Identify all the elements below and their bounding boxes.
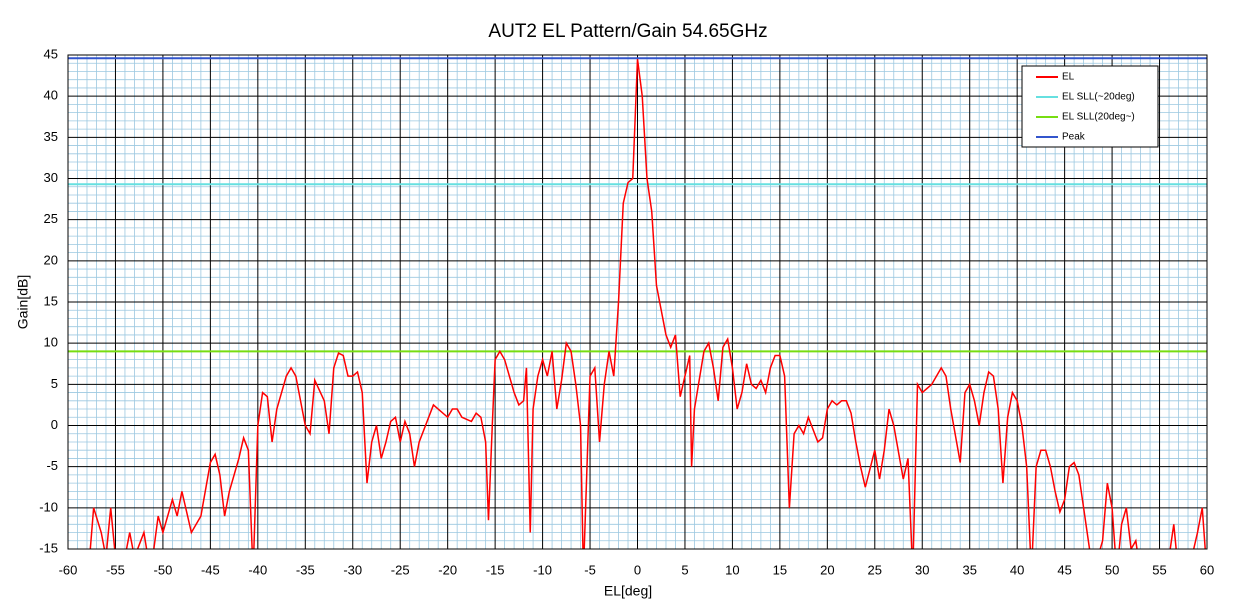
y-tick-label: 45 xyxy=(44,46,58,61)
y-tick-label: 20 xyxy=(44,252,58,267)
x-tick-label: 5 xyxy=(681,562,688,577)
chart-title: AUT2 EL Pattern/Gain 54.65GHz xyxy=(488,21,767,42)
y-tick-label: 10 xyxy=(44,335,58,350)
x-tick-label: 10 xyxy=(725,562,739,577)
x-tick-label: -10 xyxy=(533,562,552,577)
x-tick-label: -30 xyxy=(343,562,362,577)
x-tick-label: 15 xyxy=(773,562,787,577)
x-tick-label: -50 xyxy=(154,562,173,577)
x-tick-label: -5 xyxy=(584,562,596,577)
x-tick-label: 60 xyxy=(1200,562,1214,577)
legend-label: Peak xyxy=(1062,132,1086,143)
x-tick-label: 50 xyxy=(1105,562,1119,577)
legend-box xyxy=(1021,65,1159,148)
series-line xyxy=(89,59,1206,549)
x-tick-label: -40 xyxy=(248,562,267,577)
y-tick-label: -10 xyxy=(39,499,58,514)
y-tick-label: 0 xyxy=(51,417,58,432)
y-tick-label: 25 xyxy=(44,211,58,226)
x-tick-label: 35 xyxy=(962,562,976,577)
x-tick-label: 45 xyxy=(1057,562,1071,577)
x-tick-label: 30 xyxy=(915,562,929,577)
y-axis-label: Gain[dB] xyxy=(15,275,31,329)
x-tick-label: -45 xyxy=(201,562,220,577)
y-tick-label: -15 xyxy=(39,540,58,555)
x-tick-label: -60 xyxy=(59,562,78,577)
y-tick-label: 35 xyxy=(44,129,58,144)
x-tick-label: -35 xyxy=(296,562,315,577)
x-tick-label: 0 xyxy=(634,562,641,577)
y-tick-label: 40 xyxy=(44,88,58,103)
legend-label: EL xyxy=(1062,72,1075,83)
plot-border xyxy=(67,54,1208,550)
legend-label: EL SLL(~20deg) xyxy=(1062,92,1135,103)
x-tick-label: -55 xyxy=(106,562,125,577)
plot-area xyxy=(68,57,1207,549)
y-tick-label: 5 xyxy=(51,376,58,391)
x-tick-label: -20 xyxy=(438,562,457,577)
x-tick-label: 55 xyxy=(1152,562,1166,577)
x-axis-label: EL[deg] xyxy=(604,583,652,599)
y-tick-label: 30 xyxy=(44,170,58,185)
y-tick-label: 15 xyxy=(44,293,58,308)
x-tick-label: -25 xyxy=(391,562,410,577)
x-tick-label: 40 xyxy=(1010,562,1024,577)
legend-label: EL SLL(20deg~) xyxy=(1062,112,1135,123)
x-tick-label: 20 xyxy=(820,562,834,577)
x-tick-label: 25 xyxy=(868,562,882,577)
y-tick-label: -5 xyxy=(46,458,58,473)
x-tick-label: -15 xyxy=(486,562,505,577)
